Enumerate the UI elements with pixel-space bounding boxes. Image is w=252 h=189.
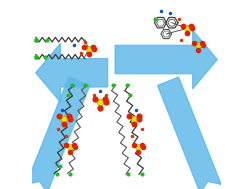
Polygon shape <box>36 43 107 102</box>
Polygon shape <box>157 77 237 189</box>
Polygon shape <box>115 30 216 89</box>
Polygon shape <box>10 77 89 189</box>
